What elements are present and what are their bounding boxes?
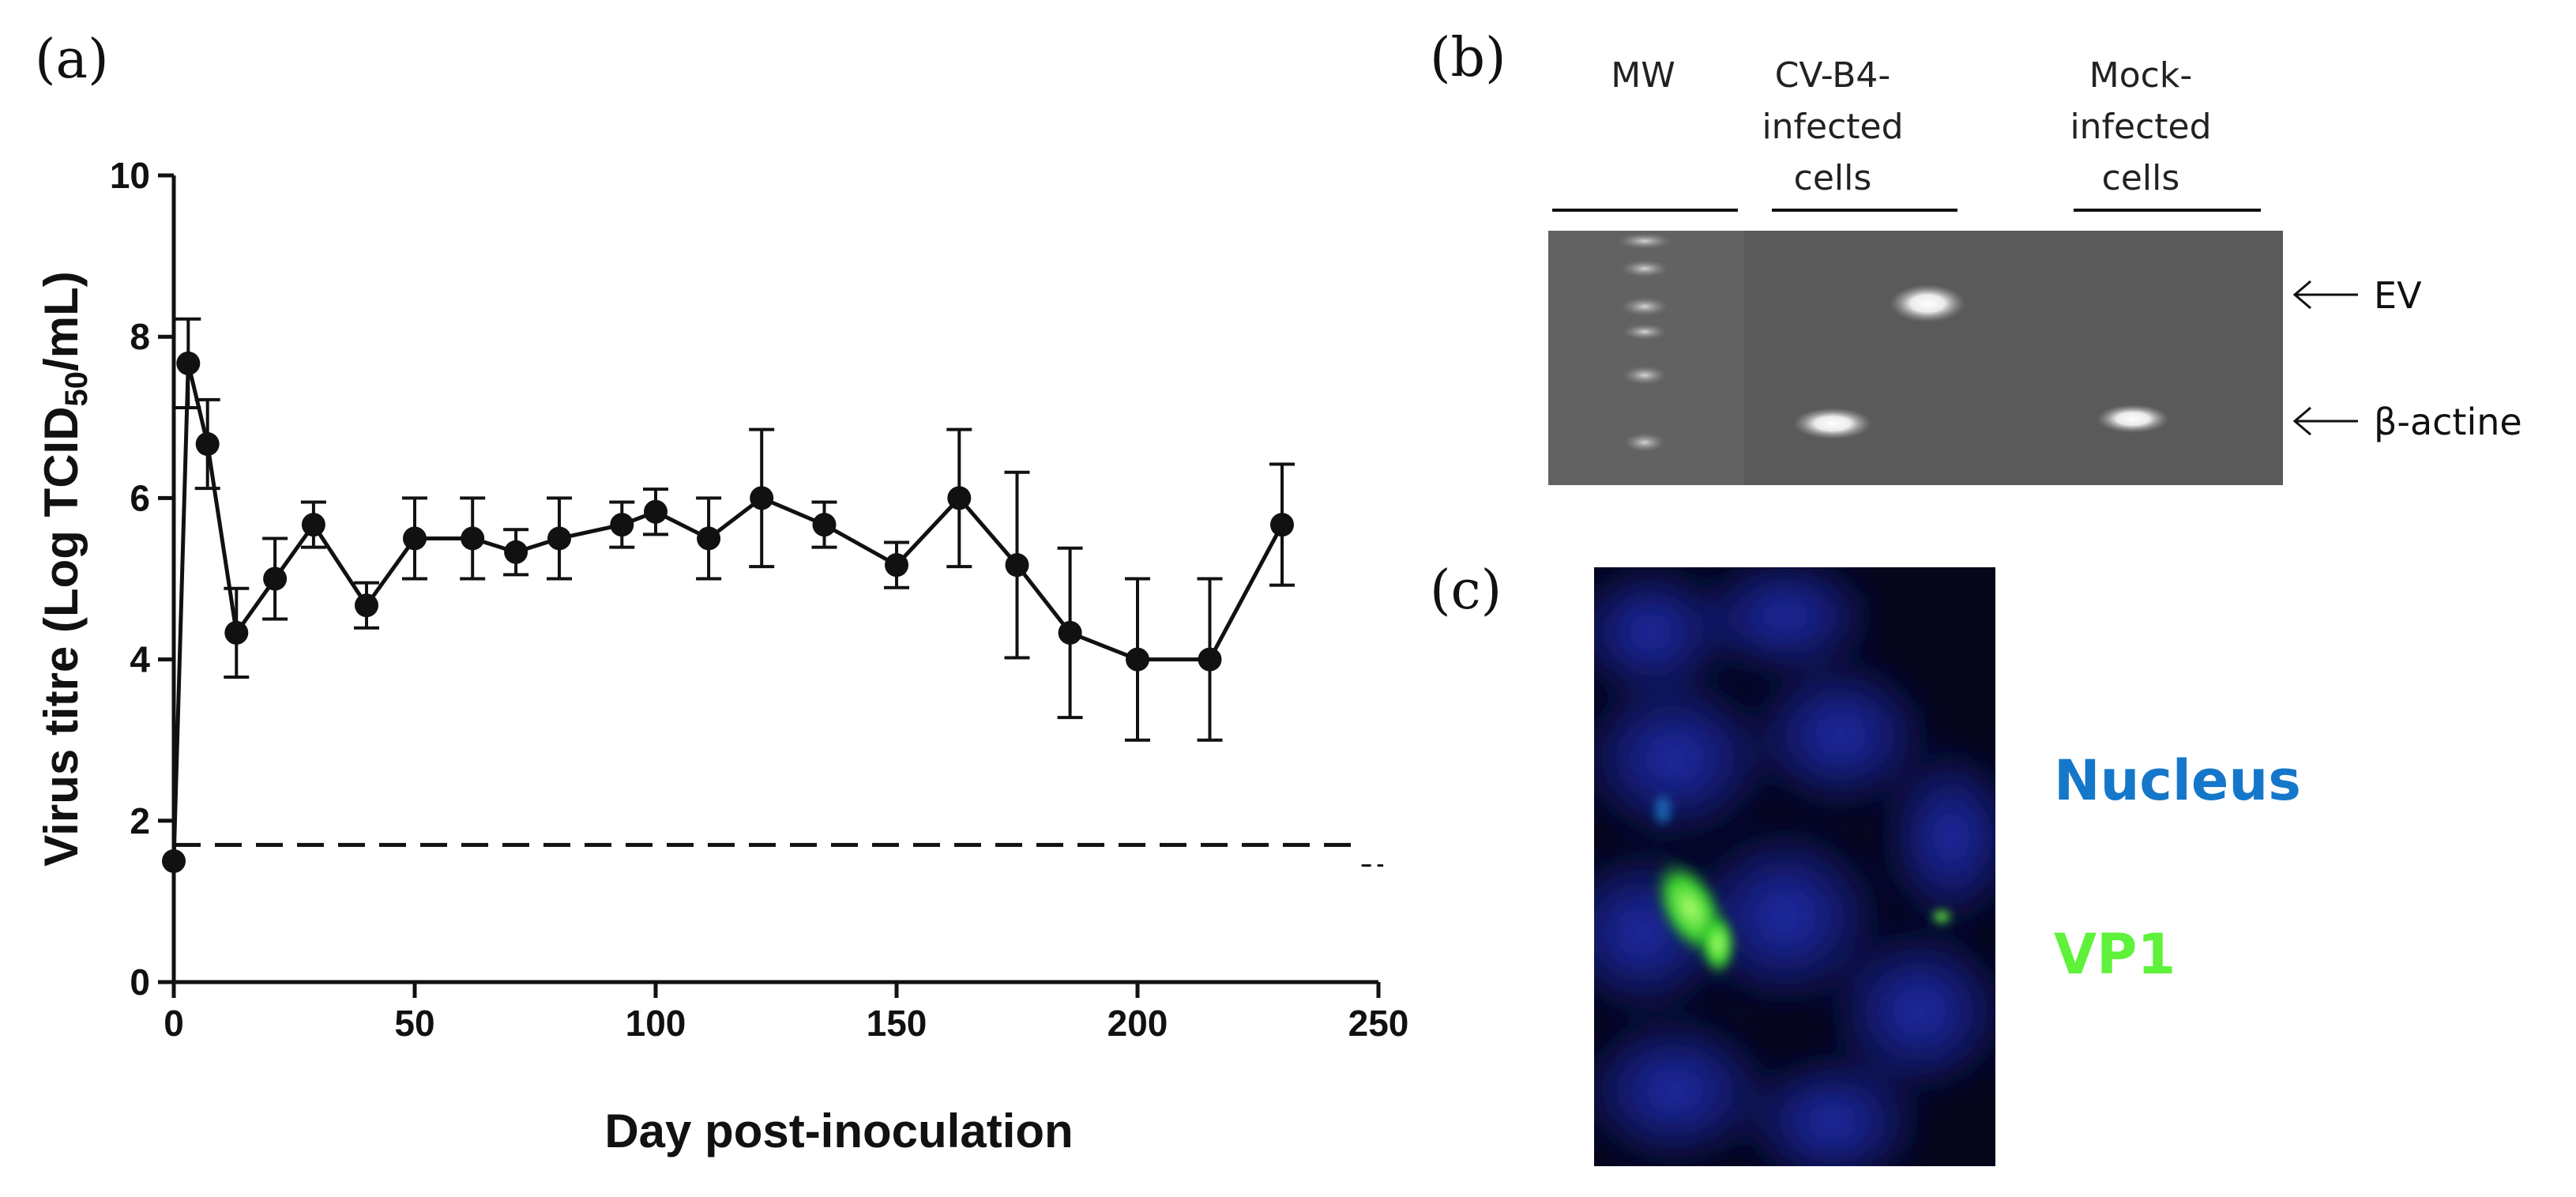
series-line bbox=[171, 363, 1284, 861]
nucleus-blob-10 bbox=[1738, 1051, 1927, 1166]
y-tick-label-8: 8 bbox=[130, 316, 150, 357]
data-point-18 bbox=[1005, 553, 1029, 578]
y-tick-label-4: 4 bbox=[130, 639, 150, 680]
data-point-9 bbox=[504, 540, 528, 564]
y-tick-label-6: 6 bbox=[130, 477, 150, 518]
gel-markers: EV β-actine bbox=[2292, 274, 2522, 443]
nucleus-blob-5 bbox=[1880, 743, 1995, 932]
fluorescence-image bbox=[1594, 567, 1995, 1166]
lane-label-cvb4-3: cells bbox=[1794, 158, 1872, 198]
lane-label-mock-1: Mock- bbox=[2089, 55, 2192, 96]
data-point-2 bbox=[195, 431, 220, 456]
vp1-label: VP1 bbox=[2054, 922, 2175, 987]
ladder-band-6 bbox=[1624, 433, 1665, 452]
y-tick-label-10: 10 bbox=[110, 155, 150, 196]
data-point-14 bbox=[750, 486, 774, 510]
x-tick-label-150: 150 bbox=[867, 1003, 927, 1044]
ladder-band-2 bbox=[1621, 260, 1668, 277]
x-tick-label-0: 0 bbox=[164, 1003, 184, 1044]
data-point-3 bbox=[224, 620, 249, 645]
nucleus-blob-7 bbox=[1683, 822, 1888, 1011]
gel-image bbox=[1548, 231, 2283, 485]
nucleus-blob-4 bbox=[1746, 656, 1935, 814]
vp1-cell-tail bbox=[1699, 911, 1737, 977]
lane-label-cvb4-2: infected bbox=[1762, 107, 1903, 147]
y-axis-title-tail: /mL) bbox=[35, 271, 88, 371]
x-tick-label-200: 200 bbox=[1107, 1003, 1168, 1044]
y-axis-title-sub: 50 bbox=[59, 371, 94, 407]
data-point-10 bbox=[547, 526, 571, 551]
band-actine-mock bbox=[2097, 405, 2169, 433]
data-point-1 bbox=[176, 351, 201, 375]
lane-label-mw: MW bbox=[1611, 55, 1675, 96]
vp1-dot bbox=[1931, 909, 1953, 924]
y-tick-label-2: 2 bbox=[130, 800, 150, 841]
data-point-15 bbox=[812, 513, 837, 537]
data-point-6 bbox=[355, 593, 378, 618]
band-actine-cvb4 bbox=[1793, 408, 1872, 439]
data-points bbox=[162, 351, 1294, 873]
panel-c-label: (c) bbox=[1430, 559, 1502, 622]
data-point-5 bbox=[301, 513, 325, 537]
data-point-19 bbox=[1058, 620, 1082, 645]
data-point-17 bbox=[947, 486, 972, 510]
ev-label: EV bbox=[2374, 274, 2422, 317]
ev-arrowhead bbox=[2292, 280, 2311, 310]
data-point-22 bbox=[1270, 513, 1294, 537]
band-ev-cvb4 bbox=[1890, 284, 1965, 322]
y-axis-title-main: Virus titre (Log TCID bbox=[35, 406, 88, 866]
data-point-4 bbox=[263, 567, 288, 591]
actine-arrowhead bbox=[2292, 406, 2311, 436]
data-point-7 bbox=[403, 526, 427, 551]
ladder-band-5 bbox=[1623, 366, 1667, 385]
x-tick-label-250: 250 bbox=[1348, 1003, 1409, 1044]
data-point-13 bbox=[697, 526, 721, 551]
x-tick-label-50: 50 bbox=[394, 1003, 434, 1044]
data-point-12 bbox=[644, 499, 668, 524]
error-bars bbox=[175, 317, 1295, 742]
ladder-band-4 bbox=[1623, 324, 1667, 340]
ladder-band-1 bbox=[1618, 233, 1672, 249]
data-point-8 bbox=[461, 526, 485, 551]
nucleus-blob-9 bbox=[1594, 1011, 1777, 1166]
nucleus-blob-2 bbox=[1690, 567, 1880, 679]
x-tick-label-100: 100 bbox=[626, 1003, 686, 1044]
data-point-11 bbox=[610, 513, 634, 537]
nucleus-label: Nucleus bbox=[2054, 748, 2301, 813]
vp1-faint bbox=[1655, 796, 1671, 824]
x-axis-title: Day post-inoculation bbox=[604, 1105, 1073, 1157]
lane-label-cvb4-1: CV-B4- bbox=[1775, 55, 1891, 96]
ladder-band-3 bbox=[1621, 297, 1668, 316]
nucleus-blob-8 bbox=[1825, 924, 1995, 1098]
panel-a-label: (a) bbox=[35, 28, 109, 91]
y-tick-label-0: 0 bbox=[130, 962, 150, 1003]
nucleus-blob-3 bbox=[1594, 672, 1777, 845]
lane-label-mock-3: cells bbox=[2102, 158, 2180, 198]
panel-b-label: (b) bbox=[1430, 27, 1506, 89]
lane-label-mock-2: infected bbox=[2070, 107, 2211, 147]
gel-lane-headers: MW CV-B4- infected cells Mock- infected … bbox=[1552, 55, 2261, 212]
data-point-0 bbox=[162, 849, 186, 873]
data-point-16 bbox=[885, 553, 908, 578]
data-point-20 bbox=[1126, 647, 1149, 672]
actine-label: β-actine bbox=[2374, 401, 2522, 443]
data-point-21 bbox=[1198, 647, 1222, 672]
y-axis-title: Virus titre (Log TCID50/mL) bbox=[35, 271, 94, 866]
